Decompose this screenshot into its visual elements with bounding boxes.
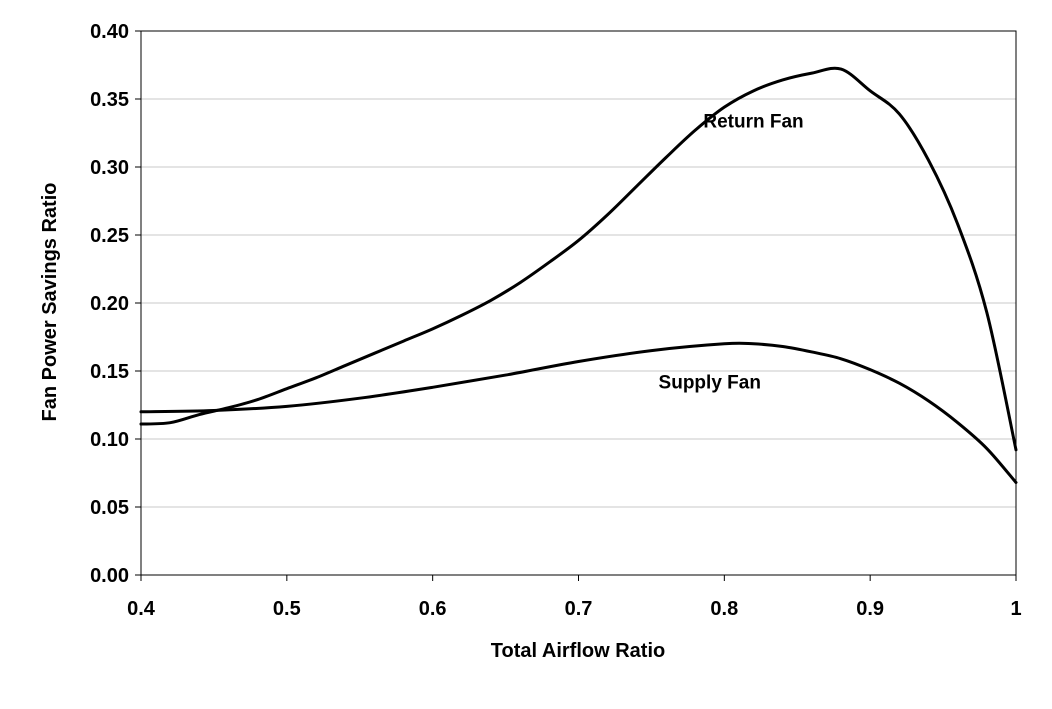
y-tick-label: 0.10 bbox=[90, 429, 129, 451]
x-tick-label: 0.5 bbox=[273, 598, 301, 620]
y-tick-label: 0.20 bbox=[90, 293, 129, 315]
series-line-supply-fan bbox=[139, 341, 1018, 485]
y-tick-label: 0.15 bbox=[90, 361, 129, 383]
y-axis-title: Fan Power Savings Ratio bbox=[39, 183, 61, 422]
y-tick-label: 0.40 bbox=[90, 21, 129, 43]
x-tick-label: 1 bbox=[1010, 598, 1021, 620]
series-line-return-fan bbox=[139, 66, 1018, 452]
y-tick-label: 0.05 bbox=[90, 497, 129, 519]
x-axis-ticks: 0.4 0.5 0.6 0.7 0.8 0.9 1 bbox=[127, 575, 1022, 620]
x-axis-title: Total Airflow Ratio bbox=[491, 640, 665, 662]
x-tick-label: 0.8 bbox=[710, 598, 738, 620]
gridlines bbox=[141, 98, 1016, 508]
y-tick-label: 0.35 bbox=[90, 89, 129, 111]
x-tick-label: 0.9 bbox=[856, 598, 884, 620]
annotations: Return Fan Supply Fan bbox=[659, 112, 804, 394]
y-axis-ticks: 0.00 0.05 0.10 0.15 0.20 0.25 0.30 0.35 0.40 bbox=[90, 21, 141, 587]
y-tick-label: 0.30 bbox=[90, 157, 129, 179]
x-tick-label: 0.4 bbox=[127, 598, 156, 620]
y-tick-label: 0.25 bbox=[90, 225, 129, 247]
y-tick-label: 0.00 bbox=[90, 565, 129, 587]
x-tick-label: 0.7 bbox=[565, 598, 593, 620]
annotation-return-fan: Return Fan bbox=[703, 112, 803, 133]
annotation-supply-fan: Supply Fan bbox=[659, 373, 761, 394]
x-tick-label: 0.6 bbox=[419, 598, 447, 620]
series-layer bbox=[139, 66, 1018, 485]
